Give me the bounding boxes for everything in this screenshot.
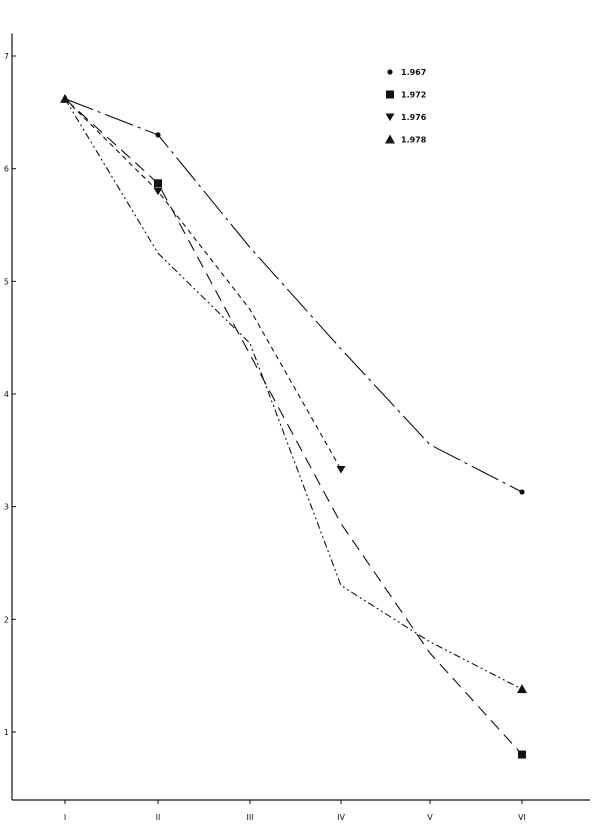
data-point-1967 — [519, 489, 525, 495]
legend-symbol — [386, 90, 394, 99]
y-tick-label: 7 — [4, 52, 9, 61]
data-point-1972 — [518, 750, 526, 759]
y-tick-label: 1 — [4, 728, 9, 737]
x-tick-label: IV — [337, 813, 345, 822]
y-tick-label: 2 — [4, 615, 9, 624]
y-axis: 1 2 3 4 5 6 7 — [4, 33, 16, 800]
y-tick-label: 5 — [4, 277, 9, 286]
legend-symbol — [387, 69, 393, 75]
legend-label: 1.978 — [401, 136, 427, 145]
data-point-1978 — [60, 93, 70, 103]
data-point-1976 — [336, 465, 346, 474]
y-tick-label: 4 — [4, 390, 9, 399]
series-lines — [60, 93, 527, 759]
data-point-1967 — [155, 132, 161, 138]
legend-symbol — [385, 134, 395, 144]
legend-label: 1.976 — [401, 113, 427, 122]
x-tick-label: VI — [518, 813, 526, 822]
x-tick-label: V — [427, 813, 433, 822]
x-tick-label: I — [64, 813, 66, 822]
y-tick-label: 3 — [4, 503, 9, 512]
data-point-1976 — [153, 187, 163, 196]
series-line-1972 — [64, 98, 523, 755]
x-tick-label: III — [246, 813, 253, 822]
y-tick-label: 6 — [4, 165, 9, 174]
legend-symbol — [385, 113, 395, 121]
series-line-1978 — [64, 98, 523, 690]
x-axis: I II III IV V VI — [12, 799, 590, 822]
series-line-1967 — [64, 98, 523, 493]
legend: 1.967 1.972 1.976 1.978 — [385, 68, 427, 145]
data-point-1972 — [154, 179, 162, 188]
legend-label: 1.972 — [401, 91, 426, 100]
series-line-1976 — [64, 98, 342, 470]
legend-label: 1.967 — [401, 68, 426, 77]
data-point-1978 — [517, 684, 527, 694]
x-tick-label: II — [156, 813, 161, 822]
